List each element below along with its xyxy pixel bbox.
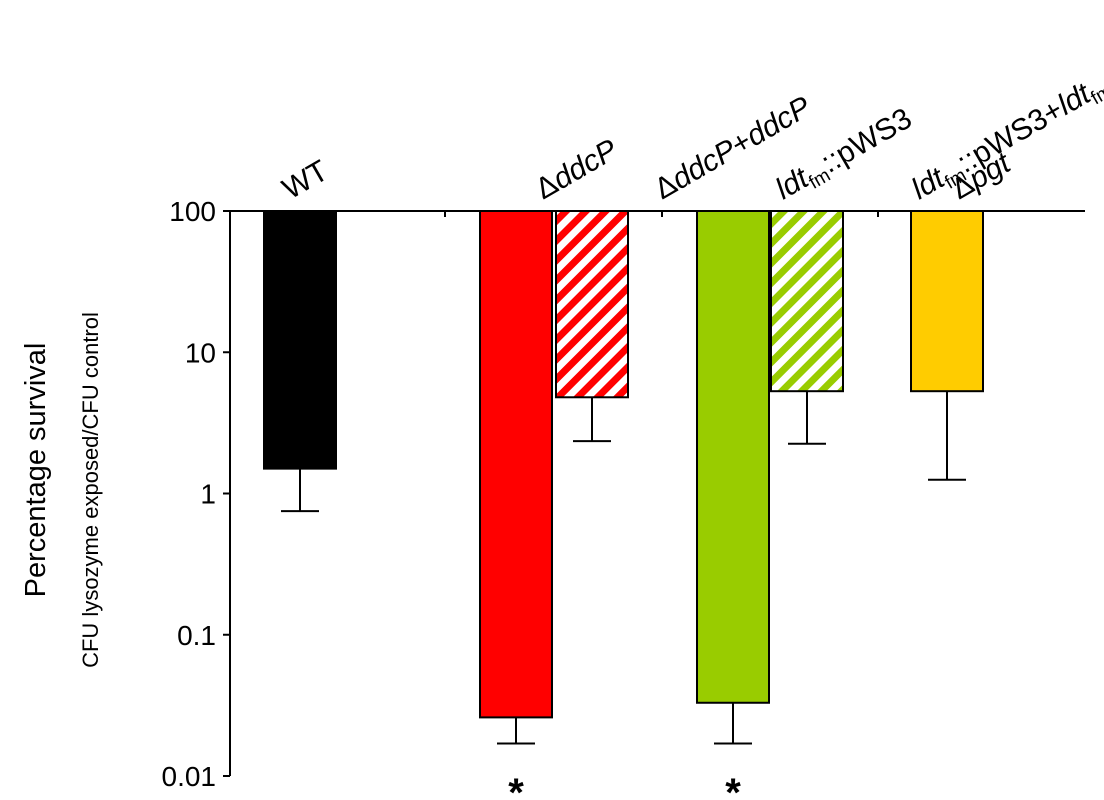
y-tick-label: 0.1 xyxy=(177,620,216,651)
category-label: ΔddcP xyxy=(530,133,623,206)
bar-ldtfm::pWS3 xyxy=(696,210,770,704)
y-tick-label: 1 xyxy=(200,479,216,510)
y-tick-label: 0.01 xyxy=(162,761,217,792)
category-label: WT xyxy=(277,154,334,206)
bars: * * xyxy=(263,210,984,800)
significance-marker: * xyxy=(725,771,741,800)
bar-WT xyxy=(263,210,337,470)
bar-ΔddcP xyxy=(479,210,553,719)
y-axis-subtitle: CFU lysozyme exposed/CFU control xyxy=(78,312,103,668)
y-tick-label: 10 xyxy=(185,337,216,368)
significance-marker: * xyxy=(508,771,524,800)
category-label: ldtfm::pWS3+ldtfm xyxy=(906,67,1104,210)
bar-ΔddcP+ddcP xyxy=(555,210,629,399)
bar-ldtfm::pWS3+ldtfm xyxy=(770,210,844,393)
bar-Δpgt xyxy=(910,210,984,393)
y-tick-label: 100 xyxy=(169,196,216,227)
y-axis-title: Percentage survival xyxy=(20,343,52,598)
labels: WT ΔddcP ΔddcP+ddcPldtfm::pWS3ldtfm::pWS3+… xyxy=(277,67,1104,210)
axes: 100 10 1 0.1 0.01 Percentage survival CFU lyso… xyxy=(20,196,1085,792)
